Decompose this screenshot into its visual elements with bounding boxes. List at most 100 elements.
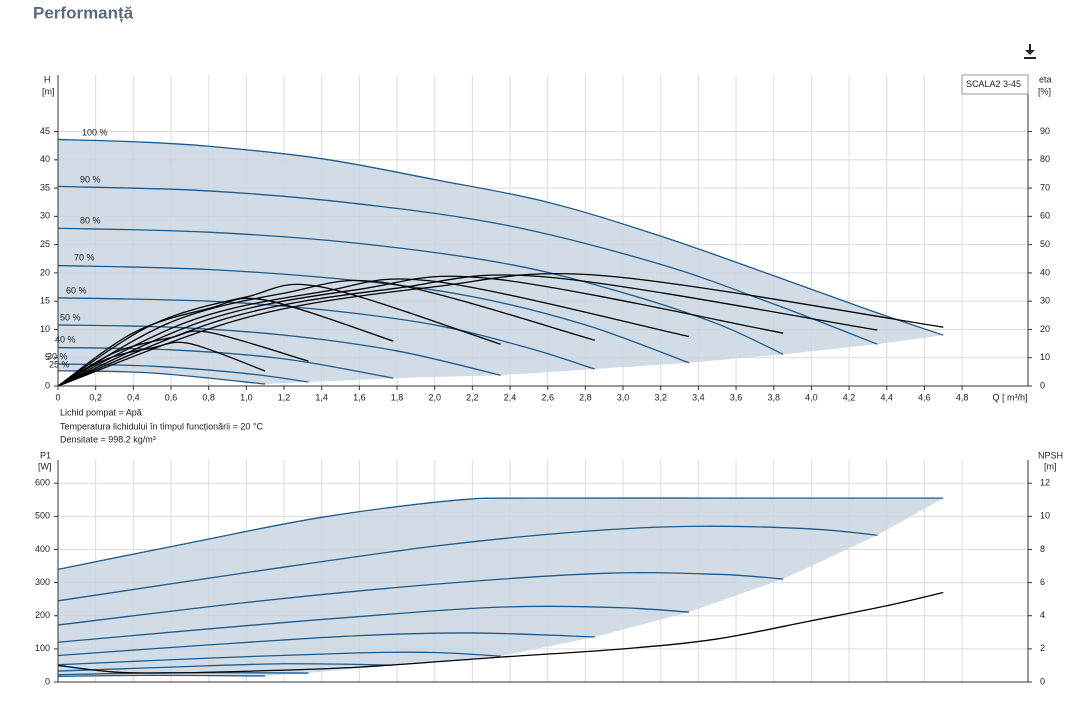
y2-tick-label: 60: [1040, 211, 1050, 221]
x-tick-label: 1,8: [391, 392, 404, 402]
secondary-curve: [57, 591, 944, 674]
y-tick-label: 200: [35, 610, 50, 620]
x-tick-label: 0,8: [202, 392, 215, 402]
y-tick-label: 5: [45, 352, 50, 362]
curve: [57, 346, 394, 379]
curve: [57, 324, 501, 376]
axis-title: NPSH: [1038, 450, 1063, 460]
curve: [57, 674, 266, 678]
note: Densitate = 998.2 kg/m³: [60, 434, 156, 444]
curve: [57, 497, 944, 570]
curve-label: 50 %: [60, 312, 81, 322]
x-tick-label: 0,6: [165, 392, 178, 402]
y2-tick-label: 90: [1040, 126, 1050, 136]
y2-tick-label: 12: [1040, 478, 1050, 488]
secondary-curve: [57, 279, 595, 387]
y2-tick-label: 50: [1040, 239, 1050, 249]
y2-tick-label: 20: [1040, 324, 1050, 334]
y2-tick-label: 0: [1040, 380, 1045, 390]
x-tick-label: 4,2: [843, 392, 856, 402]
y2-tick-label: 80: [1040, 154, 1050, 164]
y-tick-label: 35: [40, 182, 50, 192]
download-button[interactable]: [1024, 44, 1036, 59]
x-tick-label: 1,4: [315, 392, 328, 402]
curve-label: 70 %: [74, 252, 95, 262]
secondary-curve: [57, 272, 944, 387]
curve: [57, 227, 784, 355]
y-tick-label: 25: [40, 239, 50, 249]
secondary-curve: [57, 283, 501, 387]
secondary-curve: [57, 297, 394, 387]
curve-label: 80 %: [80, 215, 101, 225]
curve: [57, 651, 501, 666]
y-tick-label: 20: [40, 267, 50, 277]
note: Temperatura lichidului în timpul funcțio…: [60, 421, 263, 431]
y-tick-label: 40: [40, 154, 50, 164]
curve-label: 100 %: [82, 127, 108, 137]
x-tick-label: 2,8: [579, 392, 592, 402]
curve: [57, 571, 784, 626]
x-tick-label: 4,0: [805, 392, 818, 402]
y2-tick-label: 40: [1040, 267, 1050, 277]
x-tick-label: 0,4: [127, 392, 140, 402]
y2-tick-label: 10: [1040, 352, 1050, 362]
secondary-curve: [57, 330, 309, 387]
curve: [57, 605, 690, 643]
curve-label: 40 %: [55, 334, 76, 344]
axis-title: [%]: [1038, 86, 1051, 96]
y-tick-label: 500: [35, 511, 50, 521]
x-tick-label: 4,4: [880, 392, 893, 402]
x-tick-label: 3,2: [654, 392, 667, 402]
axis-title: H: [44, 74, 51, 84]
secondary-curve: [57, 275, 784, 387]
y-tick-label: 600: [35, 478, 50, 488]
y2-tick-label: 10: [1040, 511, 1050, 521]
curve-label: 25 %: [49, 359, 70, 369]
y-tick-label: 10: [40, 324, 50, 334]
x-tick-label: 2,4: [504, 392, 517, 402]
x-tick-label: 1,6: [353, 392, 366, 402]
y2-tick-label: 0: [1040, 676, 1045, 686]
y2-tick-label: 4: [1040, 610, 1045, 620]
y-tick-label: 45: [40, 126, 50, 136]
curve-label: 60 %: [66, 285, 87, 295]
axis-title: [W]: [38, 461, 52, 471]
y-tick-label: 400: [35, 544, 50, 554]
y-tick-label: 15: [40, 296, 50, 306]
y2-tick-label: 30: [1040, 296, 1050, 306]
operating-area: [58, 498, 944, 677]
axis-title: [m]: [1044, 461, 1057, 471]
x-tick-label: 1,2: [278, 392, 291, 402]
y-tick-label: 0: [45, 380, 50, 390]
axis-title: eta: [1039, 74, 1052, 84]
x-tick-label: 2,6: [541, 392, 554, 402]
y2-tick-label: 6: [1040, 577, 1045, 587]
curve-label: 90 %: [80, 174, 101, 184]
y-tick-label: 30: [40, 211, 50, 221]
curve-label: 30 %: [47, 351, 68, 361]
curve: [57, 525, 878, 602]
x-tick-label: 3,0: [617, 392, 630, 402]
x-tick-label: 3,6: [730, 392, 743, 402]
y2-tick-label: 8: [1040, 544, 1045, 554]
x-tick-label: 3,4: [692, 392, 705, 402]
secondary-curve: [57, 278, 690, 387]
x-tick-label: 0: [55, 392, 60, 402]
curve: [57, 632, 595, 657]
x-tick-label: 1,0: [240, 392, 253, 402]
y-tick-label: 100: [35, 643, 50, 653]
x-tick-label: 3,8: [767, 392, 780, 402]
axis-title: P1: [40, 450, 51, 460]
curve: [57, 663, 394, 672]
y2-tick-label: 2: [1040, 643, 1045, 653]
curve: [57, 185, 878, 345]
secondary-curve: [57, 341, 266, 387]
curve: [57, 138, 944, 336]
y-tick-label: 0: [45, 676, 50, 686]
x-tick-label: 2,2: [466, 392, 479, 402]
x-tick-label: 4,8: [956, 392, 969, 402]
y2-tick-label: 70: [1040, 182, 1050, 192]
page-title: Performanță: [33, 3, 134, 22]
